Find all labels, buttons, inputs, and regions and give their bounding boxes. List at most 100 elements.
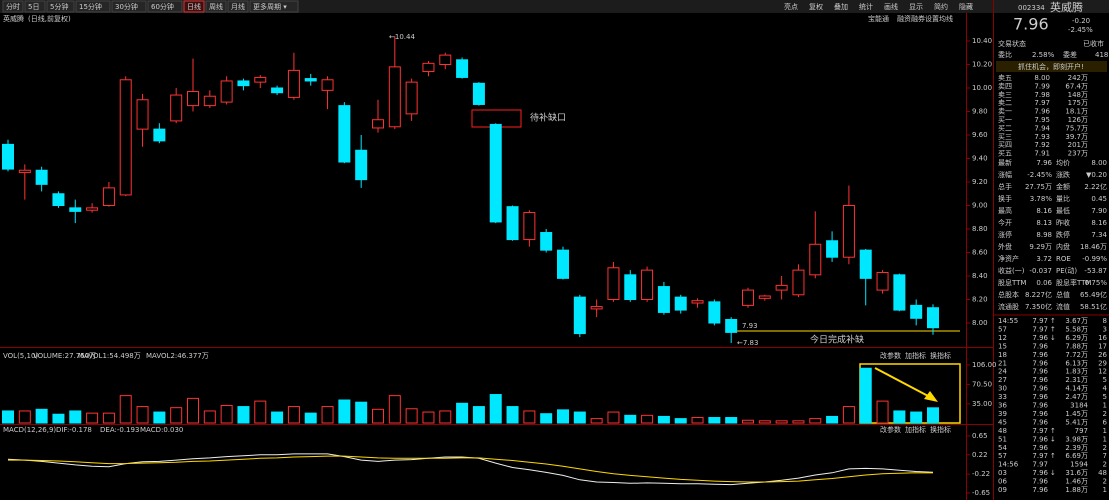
tab[interactable] <box>75 0 111 13</box>
label: 0.06 <box>1036 279 1052 287</box>
tab-label[interactable]: 30分钟 <box>115 2 138 11</box>
panel-tool[interactable]: 加指标 <box>905 425 926 434</box>
label: 14:55 <box>998 317 1018 325</box>
label: 3184 <box>1070 402 1088 410</box>
label: 1.88万 <box>1065 486 1088 494</box>
tool-button[interactable]: 画线 <box>884 2 898 11</box>
tab[interactable] <box>147 0 183 13</box>
label: 6.69万 <box>1065 452 1088 460</box>
volume-bar <box>657 415 670 424</box>
candle-body <box>203 95 216 107</box>
tool-button[interactable]: 简约 <box>934 2 948 11</box>
candle-body <box>372 119 384 129</box>
label: 7.95 <box>1034 116 1050 124</box>
label: 8.16 <box>1036 207 1052 215</box>
candle-body <box>506 206 519 241</box>
label: 7.96 <box>1036 159 1052 167</box>
arrow <box>874 367 931 398</box>
label: 27.75万 <box>1025 183 1052 191</box>
tab-label[interactable]: 日线 <box>187 2 201 11</box>
tab[interactable] <box>227 0 249 13</box>
indicator-legend: MAVOL1:54.498万 <box>78 352 141 360</box>
panel-tool[interactable]: 换指标 <box>930 425 951 434</box>
label: 7.96 <box>1032 418 1048 426</box>
label: 14:56 <box>998 461 1019 469</box>
label: 最高 <box>998 206 1012 215</box>
label: 昨收 <box>1056 218 1070 227</box>
stock-name: 英威腾 <box>3 14 24 23</box>
tab-label[interactable]: 周线 <box>209 2 223 11</box>
label: 29 <box>1098 359 1107 367</box>
y-tick-label: 9.00 <box>972 202 988 210</box>
annotation: 今日完成补缺 <box>810 334 864 346</box>
label: 交易状态 <box>998 39 1026 48</box>
tab[interactable] <box>24 0 46 13</box>
volume-bar <box>792 420 805 424</box>
panel-tool[interactable]: 加指标 <box>905 351 926 360</box>
tool-button[interactable]: 显示 <box>909 3 923 11</box>
label: PE(动) <box>1056 266 1077 275</box>
label: -53.87 <box>1084 267 1107 275</box>
label: 涨幅 <box>998 170 1012 179</box>
tab-label[interactable]: 分时 <box>6 2 20 11</box>
label: 7.93 <box>1034 133 1050 141</box>
panel-tool[interactable]: 改参数 <box>880 351 901 360</box>
candle-body <box>422 62 435 73</box>
volume-bar <box>456 402 469 424</box>
tab-label[interactable]: 60分钟 <box>151 2 174 11</box>
tab[interactable] <box>205 0 227 13</box>
volume-bar <box>153 411 166 424</box>
label: 流值 <box>1056 302 1070 311</box>
volume-bar <box>52 413 65 424</box>
label: 26 <box>1098 351 1107 359</box>
header-link[interactable]: 融资融券 <box>897 14 925 23</box>
tab-label[interactable]: 5日 <box>28 3 39 11</box>
label: 最低 <box>1056 206 1070 215</box>
y-tick-label: 8.60 <box>972 249 988 257</box>
tool-button[interactable]: 亮点 <box>784 2 798 11</box>
volume-bar <box>170 407 183 424</box>
header-link[interactable]: 宝能通 <box>868 14 889 23</box>
tab-label[interactable]: 15分钟 <box>79 2 102 11</box>
banner-bg <box>996 61 1107 72</box>
label: 1.45万 <box>1065 410 1088 418</box>
banner[interactable]: 抓住机会，即刻开户! <box>1018 62 1084 71</box>
label: -0.037 <box>1029 267 1052 275</box>
candle-body <box>893 274 906 311</box>
candle-body <box>271 87 284 94</box>
header-link[interactable]: 设置均线 <box>925 14 953 23</box>
label: 2.58% <box>1032 51 1055 59</box>
tool-button[interactable]: 复权 <box>809 2 823 11</box>
volume-bar <box>271 411 284 424</box>
volume-bar <box>405 408 418 424</box>
label: 201万 <box>1068 141 1088 149</box>
label: 242万 <box>1068 74 1088 82</box>
candle-body <box>859 249 872 279</box>
indicator-legend: VOL(5,10) <box>3 352 38 360</box>
panel-tool[interactable]: 改参数 <box>880 425 901 434</box>
label: 2.31万 <box>1065 376 1088 384</box>
candle-body <box>523 212 536 241</box>
tool-button[interactable]: 统计 <box>859 2 873 11</box>
tool-button[interactable]: 叠加 <box>834 2 848 11</box>
indicator-legend: MAVOL2:46.377万 <box>146 352 209 360</box>
tab[interactable] <box>183 0 205 13</box>
tab[interactable] <box>249 0 299 13</box>
axis-line <box>966 13 967 500</box>
tab-label[interactable]: 5分钟 <box>50 2 68 11</box>
tab[interactable] <box>46 0 75 13</box>
tool-button[interactable]: 隐藏 <box>959 2 973 11</box>
label: 量比 <box>1056 194 1070 203</box>
tab[interactable] <box>2 0 24 13</box>
label: 148万 <box>1068 91 1088 99</box>
tab-label[interactable]: 月线 <box>231 2 245 11</box>
label: 7.96 <box>1032 351 1048 359</box>
tab[interactable] <box>111 0 147 13</box>
volume-bar <box>758 420 771 424</box>
label: 买四 <box>998 141 1012 149</box>
panel-tool[interactable]: 换指标 <box>930 351 951 360</box>
volume-bar <box>355 401 368 424</box>
tab-label[interactable]: 更多周期 ▾ <box>253 2 287 11</box>
label: 换手 <box>998 194 1012 203</box>
